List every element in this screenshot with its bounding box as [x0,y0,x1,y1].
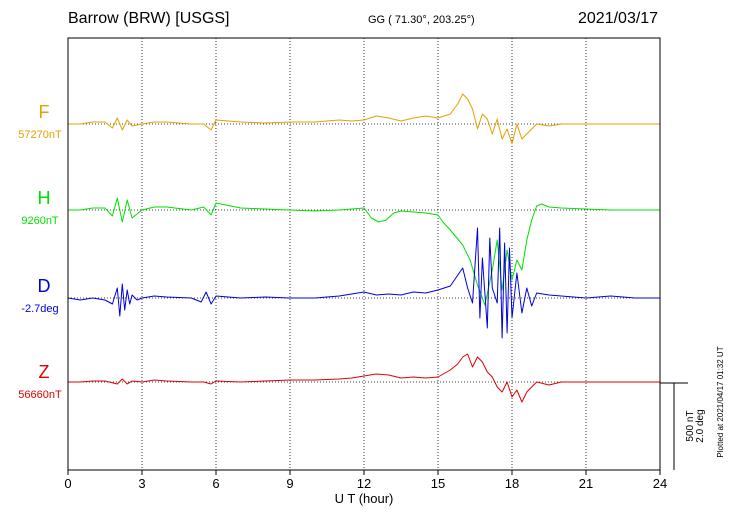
series-traces [67,93,660,403]
x-tick-label-3: 3 [138,476,145,491]
scale-bar-deg-label: 2.0 deg [695,409,706,442]
x-axis-label: U T (hour) [335,491,394,506]
x-tick-label-15: 15 [431,476,445,491]
series-name-H: H [38,188,51,208]
series-name-D: D [38,276,51,296]
x-tick-label-0: 0 [64,476,71,491]
station-coordinates: GG ( 71.30°, 203.25°) [368,14,475,26]
series-baseline-value-D: -2.7deg [21,303,58,315]
trace-Z [68,353,660,403]
x-tick-label-18: 18 [505,476,519,491]
x-tick-label-24: 24 [653,476,667,491]
series-name-F: F [39,102,50,122]
trace-F [68,93,660,145]
x-tick-label-6: 6 [212,476,219,491]
vertical-gridlines [141,38,587,470]
trace-D [67,227,660,339]
series-baseline-value-F: 57270nT [18,129,62,141]
chart-date: 2021/03/17 [578,10,659,27]
trace-H [68,197,660,306]
series-baseline-value-Z: 56660nT [18,389,62,401]
scale-bar-nt-label: 500 nT [685,410,696,441]
x-tick-label-9: 9 [286,476,293,491]
x-tick-label-12: 12 [357,476,371,491]
series-name-Z: Z [39,362,50,382]
x-tick-label-21: 21 [579,476,593,491]
scale-bar: 500 nT 2.0 deg [660,382,706,470]
series-baselines [68,123,660,383]
series-baseline-value-H: 9260nT [21,215,59,227]
x-axis-ticks: 0 3 6 9 12 15 18 21 24 [64,470,667,491]
chart-title: Barrow (BRW) [USGS] [68,10,230,27]
plotted-timestamp: Plotted at 2021/04/17 01:32 UT [716,346,725,457]
series-labels: F 57270nT H 9260nT D -2.7deg Z 56660nT [18,102,62,401]
